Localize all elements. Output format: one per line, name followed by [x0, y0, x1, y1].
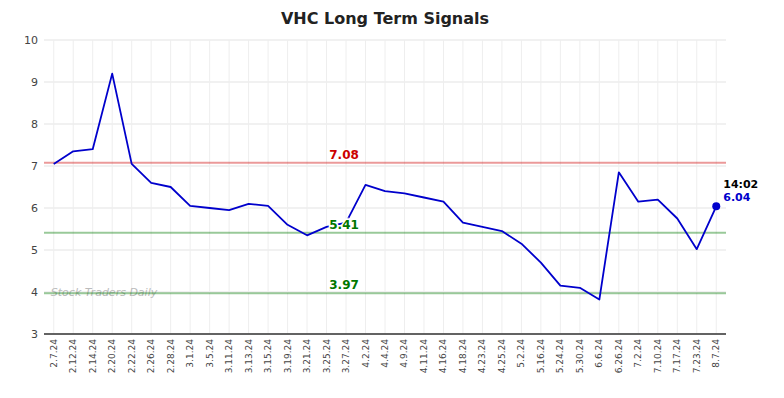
y-tick-label: 10 — [24, 34, 38, 47]
x-tick-label: 2.28.24 — [166, 339, 176, 374]
x-grid-line — [462, 40, 463, 334]
x-grid-line — [540, 40, 541, 334]
x-tick-label: 2.26.24 — [146, 339, 156, 374]
x-grid-line — [638, 40, 639, 334]
x-tick-label: 4.2.24 — [361, 339, 371, 368]
x-tick-label: 8.7.24 — [711, 339, 721, 368]
x-grid-line — [501, 40, 502, 334]
x-tick-label: 2.20.24 — [107, 339, 117, 374]
x-tick-label: 4.18.24 — [458, 339, 468, 374]
x-grid-line — [287, 40, 288, 334]
x-tick-label: 5.2.24 — [516, 339, 526, 368]
signal-line — [44, 292, 726, 294]
x-tick-label: 7.23.24 — [692, 339, 702, 374]
x-grid-line — [385, 40, 386, 334]
x-grid-line — [560, 40, 561, 334]
x-tick-label: 3.15.24 — [263, 339, 273, 374]
x-grid-line — [482, 40, 483, 334]
x-grid-line — [404, 40, 405, 334]
signal-label: 7.08 — [329, 148, 359, 162]
annotation-value: 6.04 — [723, 191, 750, 204]
signal-line — [44, 162, 726, 164]
x-tick-label: 3.11.24 — [224, 339, 234, 374]
x-tick-label: 4.25.24 — [497, 339, 507, 374]
last-point — [712, 202, 720, 210]
x-tick-label: 5.24.24 — [555, 339, 565, 374]
x-tick-label: 3.5.24 — [205, 339, 215, 368]
x-tick-label: 7.17.24 — [672, 339, 682, 374]
x-grid-line — [190, 40, 191, 334]
x-axis-line — [44, 333, 726, 335]
x-grid-line — [326, 40, 327, 334]
x-tick-label: 2.14.24 — [88, 339, 98, 374]
x-tick-label: 4.23.24 — [477, 339, 487, 374]
x-tick-label: 3.13.24 — [244, 339, 254, 374]
x-grid-line — [677, 40, 678, 334]
x-grid-line — [696, 40, 697, 334]
grid — [44, 40, 726, 334]
x-tick-label: 5.30.24 — [575, 339, 585, 374]
x-grid-line — [209, 40, 210, 334]
y-grid-line — [44, 334, 726, 335]
title: VHC Long Term Signals — [281, 9, 489, 28]
x-grid-line — [618, 40, 619, 334]
x-tick-label: 7.10.24 — [653, 339, 663, 374]
x-tick-label: 4.9.24 — [399, 339, 409, 368]
x-grid-line — [229, 40, 230, 334]
x-tick-label: 3.25.24 — [322, 339, 332, 374]
x-axis: 2.7.24 2.12.24 2.14.24 2.20.24 2.22.24 2.26.2… — [44, 334, 726, 373]
x-tick-label: 3.27.24 — [341, 339, 351, 374]
y-tick-label: 9 — [31, 76, 38, 89]
y-tick-label: 3 — [31, 328, 38, 341]
plot-area — [44, 74, 726, 300]
x-tick-label: 3.1.24 — [185, 339, 195, 368]
x-tick-label: 6.6.24 — [594, 339, 604, 368]
x-grid-line — [579, 40, 580, 334]
y-tick-label: 8 — [31, 118, 38, 131]
x-grid-line — [268, 40, 269, 334]
x-grid-line — [423, 40, 424, 334]
x-grid-line — [443, 40, 444, 334]
x-tick-label: 7.2.24 — [633, 339, 643, 368]
x-grid-line — [307, 40, 308, 334]
x-tick-label: 4.4.24 — [380, 339, 390, 368]
x-tick-label: 4.11.24 — [419, 339, 429, 374]
x-grid-line — [248, 40, 249, 334]
x-tick-label: 3.19.24 — [283, 339, 293, 374]
signal-line — [44, 232, 726, 234]
x-tick-label: 2.12.24 — [68, 339, 78, 374]
labels: 7.08 5.41 3.97 14:026.04 — [329, 148, 758, 293]
chart: VHC Long Term Signals 3 4 5 6 7 8 9 10 2.7.24 2.12… — [0, 0, 784, 398]
y-tick-label: 7 — [31, 160, 38, 173]
x-grid-line — [599, 40, 600, 334]
x-grid-line — [716, 40, 717, 334]
signal-label: 5.41 — [329, 218, 359, 232]
y-tick-label: 6 — [31, 202, 38, 215]
price-line — [54, 74, 717, 300]
y-axis: 3 4 5 6 7 8 9 10 — [24, 34, 38, 341]
x-grid-line — [521, 40, 522, 334]
x-tick-label: 2.22.24 — [127, 339, 137, 374]
x-tick-label: 2.7.24 — [49, 339, 59, 368]
x-tick-label: 5.16.24 — [536, 339, 546, 374]
x-tick-label: 3.21.24 — [302, 339, 312, 374]
annotation-time: 14:02 — [723, 178, 758, 191]
x-tick-label: 6.26.24 — [614, 339, 624, 374]
y-tick-label: 4 — [31, 286, 38, 299]
x-tick-label: 4.16.24 — [438, 339, 448, 374]
y-tick-label: 5 — [31, 244, 38, 257]
signal-label: 3.97 — [329, 278, 359, 292]
x-grid-line — [657, 40, 658, 334]
